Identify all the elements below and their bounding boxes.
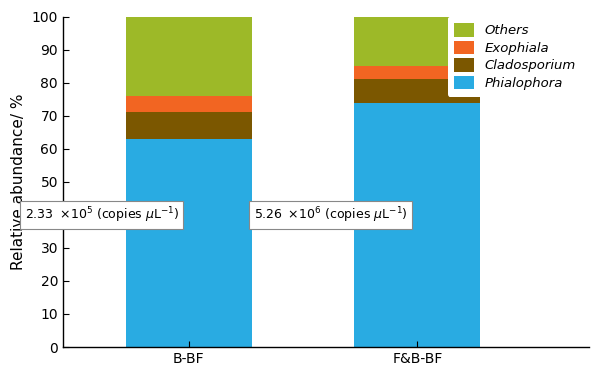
Bar bbox=[355, 80, 480, 103]
Bar bbox=[126, 112, 251, 139]
Bar bbox=[355, 103, 480, 347]
Text: $2.33\ \times\!10^{5}\ \mathrm{(copies}\ \mu\mathrm{L}^{-1}\mathrm{)}$: $2.33\ \times\!10^{5}\ \mathrm{(copies}\… bbox=[25, 205, 179, 225]
Text: $5.26\ \times\!10^{6}\ \mathrm{(copies}\ \mu\mathrm{L}^{-1}\mathrm{)}$: $5.26\ \times\!10^{6}\ \mathrm{(copies}\… bbox=[254, 205, 407, 225]
Bar bbox=[355, 17, 480, 66]
Bar bbox=[126, 96, 251, 112]
Legend: Others, Exophiala, Cladosporium, Phialophora: Others, Exophiala, Cladosporium, Phialop… bbox=[448, 17, 582, 97]
Bar bbox=[355, 66, 480, 80]
Bar bbox=[126, 139, 251, 347]
Bar bbox=[126, 17, 251, 96]
Y-axis label: Relative abundance/ %: Relative abundance/ % bbox=[11, 93, 26, 270]
